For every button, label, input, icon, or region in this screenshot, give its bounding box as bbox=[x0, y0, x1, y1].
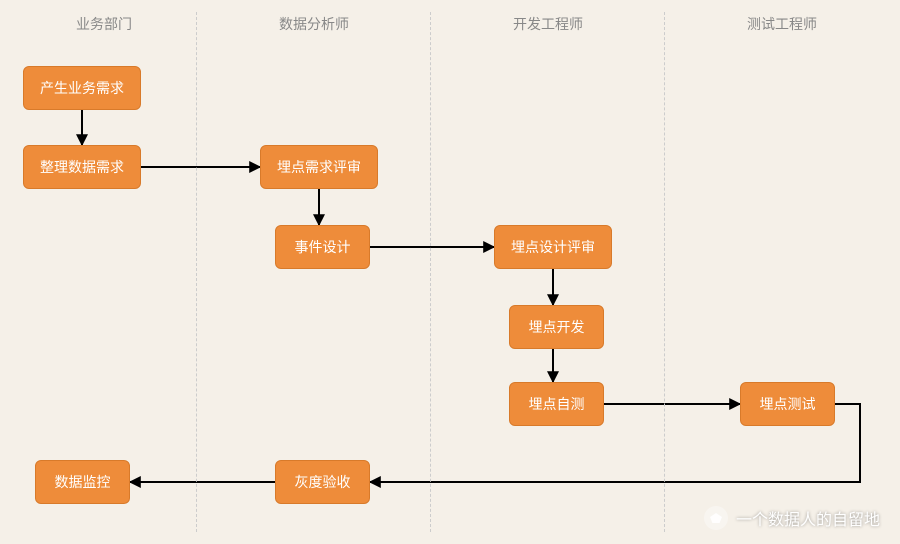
flow-node-n10: 数据监控 bbox=[35, 460, 130, 504]
watermark-text: 一个数据人的自留地 bbox=[736, 506, 880, 530]
lane-header-da: 数据分析师 bbox=[279, 14, 349, 34]
flow-node-n3: 埋点需求评审 bbox=[260, 145, 378, 189]
flow-node-n2: 整理数据需求 bbox=[23, 145, 141, 189]
lane-divider bbox=[430, 12, 431, 532]
lane-divider bbox=[664, 12, 665, 532]
flow-node-n9: 灰度验收 bbox=[275, 460, 370, 504]
lane-header-biz: 业务部门 bbox=[76, 14, 132, 34]
flow-node-n6: 埋点开发 bbox=[509, 305, 604, 349]
flow-node-n4: 事件设计 bbox=[275, 225, 370, 269]
wechat-icon bbox=[704, 506, 728, 530]
lane-divider bbox=[196, 12, 197, 532]
lane-header-qa: 测试工程师 bbox=[747, 14, 817, 34]
flow-node-n7: 埋点自测 bbox=[509, 382, 604, 426]
flow-node-n5: 埋点设计评审 bbox=[494, 225, 612, 269]
lane-header-dev: 开发工程师 bbox=[513, 14, 583, 34]
flow-node-n8: 埋点测试 bbox=[740, 382, 835, 426]
watermark: 一个数据人的自留地 bbox=[704, 506, 880, 530]
flow-node-n1: 产生业务需求 bbox=[23, 66, 141, 110]
